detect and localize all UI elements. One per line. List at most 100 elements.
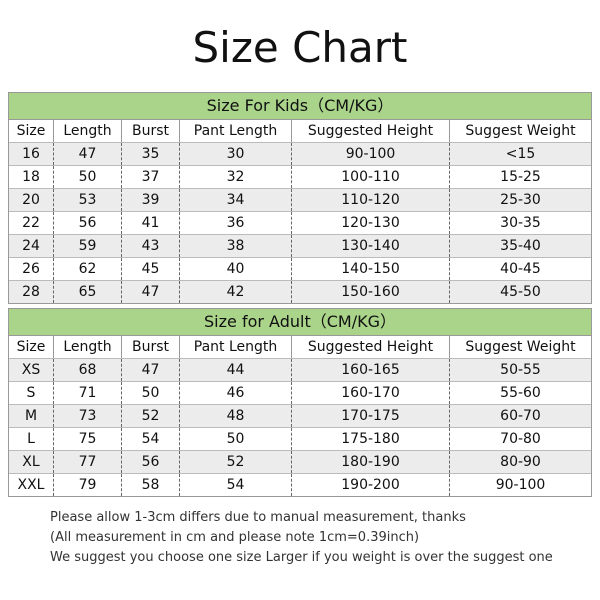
column-header: Burst bbox=[121, 336, 179, 358]
table-row: XXL 79 58 54 190-200 90-100 bbox=[9, 474, 591, 496]
cell: 50 bbox=[53, 166, 121, 188]
cell: 25-30 bbox=[449, 189, 591, 211]
table-row: 22 56 41 36 120-130 30-35 bbox=[9, 212, 591, 235]
cell: 50-55 bbox=[449, 359, 591, 381]
cell: 47 bbox=[121, 281, 179, 303]
title: Size Chart bbox=[192, 23, 408, 72]
cell: 28 bbox=[22, 284, 40, 300]
column-header: Length bbox=[53, 336, 121, 358]
table-row: 20 53 39 34 110-120 25-30 bbox=[9, 189, 591, 212]
table-title: Size For Kids（CM/KG） bbox=[9, 93, 591, 120]
cell: 54 bbox=[179, 474, 291, 496]
table-row: S 71 50 46 160-170 55-60 bbox=[9, 382, 591, 405]
cell: 65 bbox=[53, 281, 121, 303]
cell: 52 bbox=[179, 451, 291, 473]
table-row: L 75 54 50 175-180 70-80 bbox=[9, 428, 591, 451]
cell: 47 bbox=[53, 143, 121, 165]
cell: S bbox=[26, 385, 36, 401]
table-row: 18 50 37 32 100-110 15-25 bbox=[9, 166, 591, 189]
note-line: Please allow 1-3cm differs due to manual… bbox=[50, 510, 466, 525]
cell: 59 bbox=[53, 235, 121, 257]
column-header: Size bbox=[16, 123, 46, 139]
cell: 62 bbox=[53, 258, 121, 280]
cell: 130-140 bbox=[291, 235, 449, 257]
cell: XL bbox=[22, 454, 40, 470]
table-row: 26 62 45 40 140-150 40-45 bbox=[9, 258, 591, 281]
cell: 15-25 bbox=[449, 166, 591, 188]
cell: XXL bbox=[17, 477, 45, 493]
table-row: XS 68 47 44 160-165 50-55 bbox=[9, 359, 591, 382]
column-header: Suggested Height bbox=[291, 336, 449, 358]
cell: 50 bbox=[121, 382, 179, 404]
cell: 100-110 bbox=[291, 166, 449, 188]
cell: 56 bbox=[121, 451, 179, 473]
column-header: Pant Length bbox=[179, 120, 291, 142]
table-row: XL 77 56 52 180-190 80-90 bbox=[9, 451, 591, 474]
column-header: Burst bbox=[121, 120, 179, 142]
column-header: Length bbox=[53, 120, 121, 142]
table-title: Size for Adult（CM/KG） bbox=[9, 309, 591, 336]
cell: 68 bbox=[53, 359, 121, 381]
cell: XS bbox=[21, 362, 41, 378]
cell: <15 bbox=[449, 143, 591, 165]
note-line: (All measurement in cm and please note 1… bbox=[50, 530, 420, 545]
cell: 40 bbox=[179, 258, 291, 280]
cell: 90-100 bbox=[449, 474, 591, 496]
size-table: Size For Kids（CM/KG） Size Length Burst Pant … bbox=[8, 92, 592, 304]
column-header: Pant Length bbox=[179, 336, 291, 358]
cell: 43 bbox=[121, 235, 179, 257]
cell: 160-170 bbox=[291, 382, 449, 404]
column-header: Suggested Height bbox=[291, 120, 449, 142]
cell: 37 bbox=[121, 166, 179, 188]
cell: 47 bbox=[121, 359, 179, 381]
cell: 22 bbox=[22, 215, 40, 231]
cell: 75 bbox=[53, 428, 121, 450]
table-row: 16 47 35 30 90-100 <15 bbox=[9, 143, 591, 166]
notes: Please allow 1-3cm differs due to manual… bbox=[50, 508, 553, 568]
cell: 39 bbox=[121, 189, 179, 211]
cell: 175-180 bbox=[291, 428, 449, 450]
cell: 79 bbox=[53, 474, 121, 496]
cell: 16 bbox=[22, 146, 40, 162]
cell: 80-90 bbox=[449, 451, 591, 473]
cell: 18 bbox=[22, 169, 40, 185]
cell: 45 bbox=[121, 258, 179, 280]
cell: 73 bbox=[53, 405, 121, 427]
header-row: Size Length Burst Pant Length Suggested Heig… bbox=[9, 120, 591, 143]
cell: 50 bbox=[179, 428, 291, 450]
cell: 170-175 bbox=[291, 405, 449, 427]
table-row: 28 65 47 42 150-160 45-50 bbox=[9, 281, 591, 303]
cell: L bbox=[27, 431, 35, 447]
cell: 71 bbox=[53, 382, 121, 404]
cell: 53 bbox=[53, 189, 121, 211]
column-header: Size bbox=[16, 339, 46, 355]
cell: 48 bbox=[179, 405, 291, 427]
cell: 41 bbox=[121, 212, 179, 234]
cell: 60-70 bbox=[449, 405, 591, 427]
cell: 30-35 bbox=[449, 212, 591, 234]
cell: 52 bbox=[121, 405, 179, 427]
cell: 70-80 bbox=[449, 428, 591, 450]
cell: 46 bbox=[179, 382, 291, 404]
cell: 42 bbox=[179, 281, 291, 303]
cell: 150-160 bbox=[291, 281, 449, 303]
size-table: Size for Adult（CM/KG） Size Length Burst Pant… bbox=[8, 308, 592, 497]
cell: 20 bbox=[22, 192, 40, 208]
cell: 38 bbox=[179, 235, 291, 257]
cell: 35 bbox=[121, 143, 179, 165]
cell: 26 bbox=[22, 261, 40, 277]
note-line: We suggest you choose one size Larger if… bbox=[50, 550, 553, 565]
cell: 140-150 bbox=[291, 258, 449, 280]
cell: 44 bbox=[179, 359, 291, 381]
table-row: 24 59 43 38 130-140 35-40 bbox=[9, 235, 591, 258]
column-header: Suggest Weight bbox=[449, 336, 591, 358]
column-header: Suggest Weight bbox=[449, 120, 591, 142]
cell: 160-165 bbox=[291, 359, 449, 381]
cell: 34 bbox=[179, 189, 291, 211]
cell: 54 bbox=[121, 428, 179, 450]
cell: 45-50 bbox=[449, 281, 591, 303]
table-row: M 73 52 48 170-175 60-70 bbox=[9, 405, 591, 428]
header-row: Size Length Burst Pant Length Suggested Heig… bbox=[9, 336, 591, 359]
cell: 56 bbox=[53, 212, 121, 234]
